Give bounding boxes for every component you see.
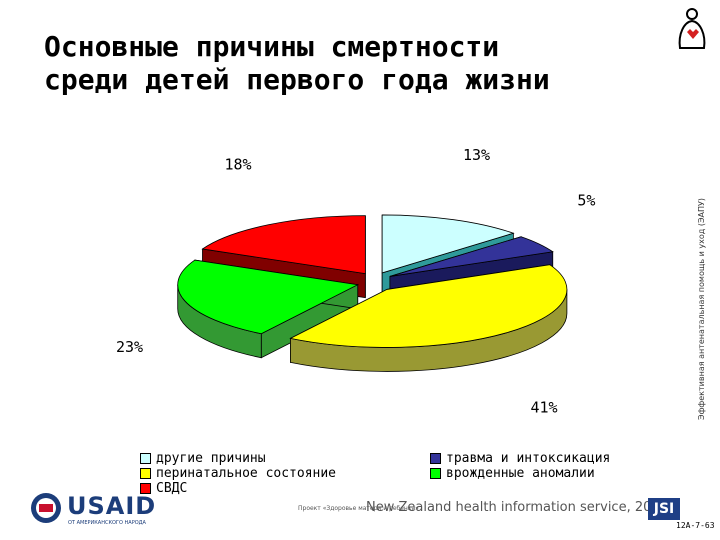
source-citation: New Zealand health information service, … bbox=[366, 500, 668, 515]
mother-child-logo-icon bbox=[678, 8, 706, 49]
pie-slice-4 bbox=[177, 259, 360, 335]
pie-slice-5 bbox=[201, 215, 366, 275]
usaid-logo: USAID ОТ АМЕРИКАНСКОГО НАРОДА bbox=[30, 490, 180, 530]
legend-swatch bbox=[140, 483, 151, 494]
jsi-logo: JSI bbox=[648, 498, 680, 520]
usaid-wordmark: USAID bbox=[67, 492, 157, 520]
pie-data-label: 41% bbox=[530, 398, 557, 416]
legend-label: СВДС bbox=[156, 481, 188, 496]
pie-data-label: 18% bbox=[224, 155, 251, 173]
legend-item-sids: СВДС bbox=[140, 481, 187, 496]
legend-item-anomalies: врожденные аномалии bbox=[430, 466, 595, 481]
chart-legend: другие причины перинатальное состояние С… bbox=[140, 451, 640, 497]
legend-label: перинатальное состояние bbox=[156, 466, 337, 481]
slide-code: 12A-7-63 bbox=[676, 521, 715, 530]
legend-label: врожденные аномалии bbox=[446, 466, 595, 481]
legend-swatch bbox=[430, 468, 441, 479]
legend-swatch bbox=[430, 453, 441, 464]
legend-item-other: другие причины bbox=[140, 451, 266, 466]
slide-title: Основные причины смертности среди детей … bbox=[44, 30, 684, 96]
usaid-seal-icon bbox=[31, 493, 61, 523]
pie-slice-1 bbox=[381, 214, 515, 274]
legend-label: травма и интоксикация bbox=[446, 451, 611, 466]
legend-swatch bbox=[140, 468, 151, 479]
legend-item-perinatal: перинатальное состояние bbox=[140, 466, 336, 481]
title-line-1: Основные причины смертности bbox=[44, 30, 500, 63]
pie-chart: 13% 5% 41% 23% 18% bbox=[116, 146, 595, 416]
pie-data-label: 13% bbox=[463, 146, 490, 164]
legend-label: другие причины bbox=[156, 451, 266, 466]
title-line-2: среди детей первого года жизни bbox=[44, 63, 550, 96]
pie-slice-2 bbox=[389, 236, 554, 277]
pie-data-label: 23% bbox=[116, 338, 143, 356]
legend-item-trauma: травма и интоксикация bbox=[430, 451, 610, 466]
usaid-tagline: ОТ АМЕРИКАНСКОГО НАРОДА bbox=[68, 520, 146, 526]
pie-slice-3 bbox=[289, 264, 568, 348]
pie-data-label: 5% bbox=[577, 192, 595, 210]
project-caption: Проект «Здоровье матери и ребенка» bbox=[298, 505, 419, 512]
legend-swatch bbox=[140, 453, 151, 464]
